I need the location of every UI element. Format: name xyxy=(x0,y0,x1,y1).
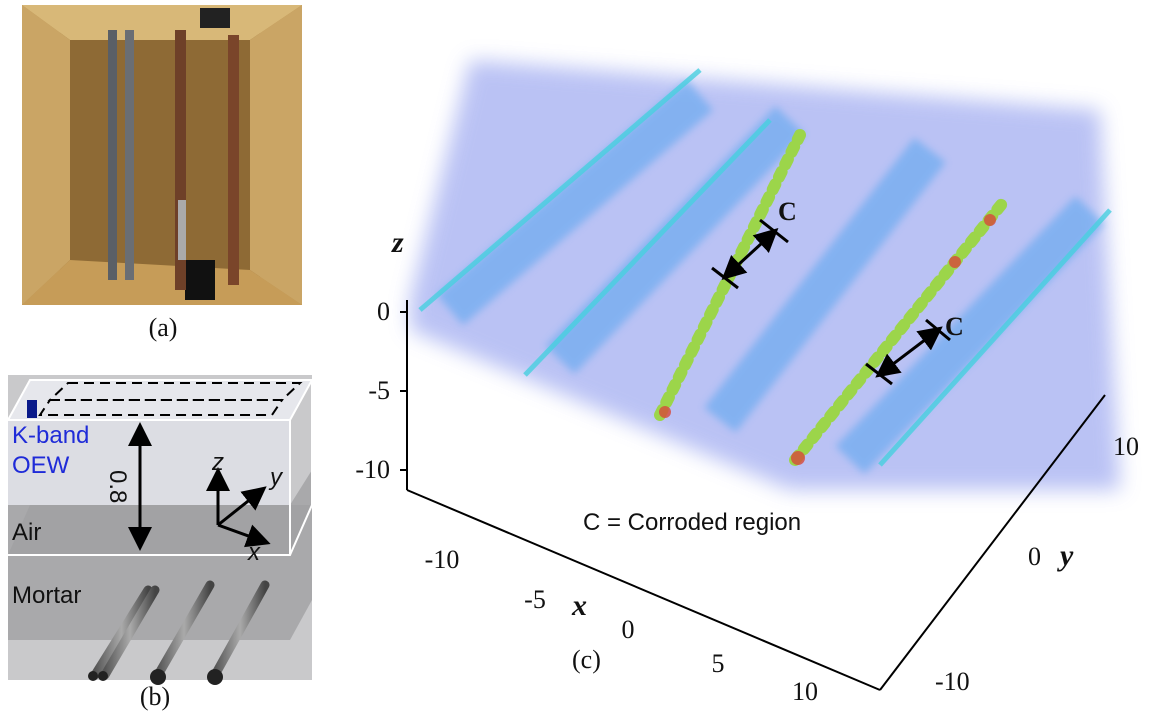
tick-label: -10 xyxy=(355,455,390,484)
annotation: C xyxy=(778,197,797,226)
tick-label: 0 xyxy=(377,297,390,326)
antenna-label: K-band xyxy=(12,422,89,449)
tick-label: -10 xyxy=(425,545,460,574)
figure: (a) K-band OEW 0.8 z y x Air Mortar (b) … xyxy=(0,0,1149,713)
antenna-label: OEW xyxy=(12,452,70,479)
tick-label: -5 xyxy=(524,585,546,614)
volume-render xyxy=(410,60,1120,490)
axis-label: z xyxy=(211,449,224,476)
tick-label: 0 xyxy=(1028,542,1041,571)
tick-label: -5 xyxy=(368,376,390,405)
distance-label: 0.8 xyxy=(104,470,131,503)
tick-label: 10 xyxy=(1113,432,1139,461)
tick-label: 5 xyxy=(712,649,725,678)
axis-label: x xyxy=(571,589,587,622)
panel-label: (a) xyxy=(149,313,178,342)
axis-label: y xyxy=(268,464,284,491)
axis-label: z xyxy=(391,226,404,259)
legend-text: C = Corroded region xyxy=(583,509,801,536)
axis-label: y xyxy=(1057,539,1074,572)
photo xyxy=(22,5,302,305)
panel-label: (b) xyxy=(140,682,170,711)
axis-label: x xyxy=(247,539,261,566)
panel-label: (c) xyxy=(572,645,601,674)
tick-label: 0 xyxy=(622,615,635,644)
layer-label: Air xyxy=(12,519,41,546)
tick-label: -10 xyxy=(935,667,970,696)
annotation: C xyxy=(945,312,964,341)
tick-label: 10 xyxy=(792,677,818,706)
layer-label: Mortar xyxy=(12,582,81,609)
